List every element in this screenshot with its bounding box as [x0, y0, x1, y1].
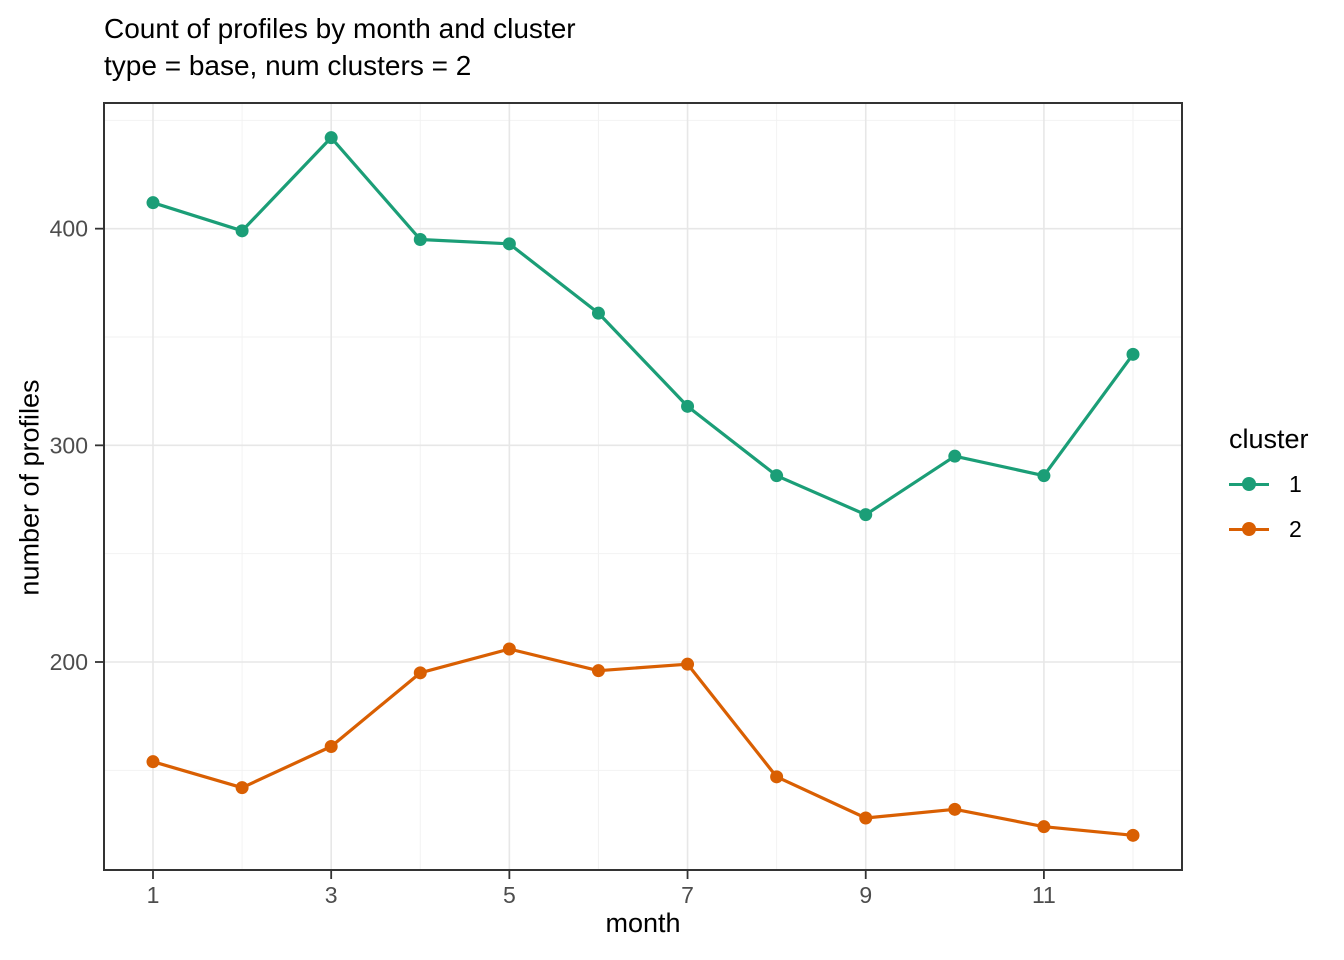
- legend: cluster 1 2: [1229, 424, 1309, 546]
- point-cluster1-month7: [681, 399, 695, 413]
- legend-label-cluster-1: 1: [1289, 470, 1302, 497]
- point-cluster2-month1: [146, 755, 160, 769]
- point-cluster2-month12: [1126, 828, 1140, 842]
- x-tick-label: 11: [1032, 882, 1056, 908]
- legend-item-cluster-2: 2: [1229, 512, 1309, 546]
- point-cluster1-month4: [413, 233, 427, 246]
- y-axis-title: number of profiles: [14, 379, 45, 596]
- series-line-cluster-1: [152, 136, 1135, 517]
- y-tick-label: 300: [50, 432, 88, 458]
- grid-major: [104, 103, 1182, 870]
- series-cluster-1: [146, 131, 1140, 522]
- legend-dot-icon: [1242, 477, 1256, 491]
- point-cluster2-month2: [235, 781, 249, 795]
- x-axis-title: month: [605, 908, 681, 938]
- legend-label-cluster-2: 2: [1289, 515, 1302, 542]
- x-tick-label: 5: [503, 882, 516, 908]
- point-cluster1-month10: [948, 449, 962, 463]
- point-cluster2-month3: [324, 740, 338, 753]
- point-cluster2-month10: [948, 802, 962, 816]
- y-tick-label: 400: [50, 216, 88, 242]
- y-tick-label: 200: [50, 649, 88, 675]
- point-cluster1-month3: [324, 131, 338, 145]
- point-cluster2-month7: [681, 657, 695, 671]
- point-cluster2-month5: [502, 642, 516, 656]
- point-cluster1-month1: [146, 196, 160, 210]
- point-cluster1-month5: [502, 237, 516, 251]
- point-cluster1-month6: [591, 306, 605, 320]
- point-cluster1-month8: [770, 469, 784, 483]
- point-cluster2-month11: [1037, 820, 1051, 834]
- legend-key-cluster-2: [1229, 512, 1269, 546]
- legend-key-cluster-1: [1229, 467, 1269, 501]
- x-tick-label: 7: [681, 882, 694, 908]
- legend-item-cluster-1: 1: [1229, 467, 1309, 501]
- point-cluster2-month4: [413, 666, 427, 680]
- x-tick-label: 9: [859, 882, 872, 908]
- legend-dot-icon: [1242, 522, 1256, 536]
- y-axis: 200 300 400: [50, 216, 104, 675]
- point-cluster1-month12: [1126, 347, 1140, 361]
- series-cluster-2: [146, 642, 1140, 842]
- chart-subtitle: type = base, num clusters = 2: [104, 50, 472, 81]
- point-cluster1-month2: [235, 224, 249, 238]
- point-cluster2-month9: [859, 811, 873, 825]
- point-cluster1-month11: [1037, 469, 1051, 483]
- chart-title: Count of profiles by month and cluster: [104, 13, 576, 44]
- panel-border: [103, 102, 1183, 871]
- series-line-cluster-2: [152, 647, 1134, 837]
- panel-background: [104, 103, 1182, 870]
- x-axis: 1 3 5 7 9 11: [147, 870, 1056, 908]
- x-tick-label: 3: [325, 882, 338, 908]
- x-tick-label: 1: [147, 882, 160, 908]
- point-cluster2-month6: [591, 664, 605, 678]
- point-cluster1-month9: [859, 508, 873, 522]
- point-cluster2-month8: [770, 770, 784, 784]
- legend-title: cluster: [1229, 424, 1309, 454]
